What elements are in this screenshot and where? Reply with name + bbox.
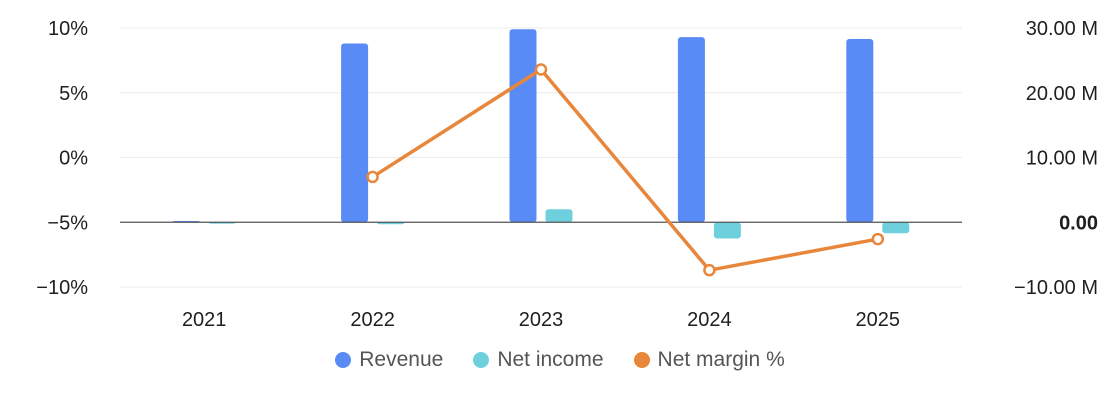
left-tick-label: 0% xyxy=(59,148,88,170)
x-tick-label-2025: 2025 xyxy=(856,309,901,331)
bar-net-income-2025[interactable] xyxy=(882,222,910,234)
bar-net-income-2024[interactable] xyxy=(713,222,741,239)
point-net-margin-2023[interactable] xyxy=(534,63,548,76)
right-axis: 30.00 M 20.00 M 10.00 M 0.00 −10.00 M xyxy=(1014,18,1098,299)
bar-revenue-2025[interactable] xyxy=(846,39,874,223)
net-margin-polyline xyxy=(371,67,879,272)
bar-net-income-2023[interactable] xyxy=(545,209,573,223)
point-net-margin-2022[interactable] xyxy=(366,170,379,184)
legend-item-net-income[interactable]: Net income xyxy=(473,348,604,372)
bar-revenue-2022[interactable] xyxy=(341,43,369,223)
combo-chart: 10% 5% 0% −5% −10% 30.00 M 20.00 M 10.00 M 0.00… xyxy=(36,18,1098,331)
left-tick-label: 10% xyxy=(48,18,88,40)
right-tick-label: 0.00 xyxy=(1059,212,1098,234)
legend-item-net-margin[interactable]: Net margin % xyxy=(633,348,785,372)
legend-item-revenue[interactable]: Revenue xyxy=(335,348,443,372)
x-tick-label-2024: 2024 xyxy=(687,309,732,331)
left-axis: 10% 5% 0% −5% −10% xyxy=(36,18,88,299)
left-tick-label: 5% xyxy=(59,83,88,105)
point-net-margin-2025[interactable] xyxy=(871,232,885,246)
legend: Revenue Net income Net margin % xyxy=(0,348,1120,372)
x-axis: 2021 2022 2023 2024 2025 xyxy=(182,309,900,331)
right-tick-label: 20.00 M xyxy=(1026,83,1098,105)
net-margin-line xyxy=(366,63,885,277)
legend-label-net-income: Net income xyxy=(497,348,604,371)
legend-label-revenue: Revenue xyxy=(359,348,444,371)
left-tick-label: −5% xyxy=(47,212,88,234)
x-tick-label-2021: 2021 xyxy=(182,309,227,331)
bar-revenue-2023[interactable] xyxy=(509,29,537,223)
point-net-margin-2024[interactable] xyxy=(703,263,716,277)
right-tick-label: 10.00 M xyxy=(1026,148,1098,170)
bar-series xyxy=(172,29,910,239)
x-tick-label-2022: 2022 xyxy=(350,309,395,331)
right-tick-label: 30.00 M xyxy=(1026,18,1098,40)
bar-revenue-2024[interactable] xyxy=(677,37,705,223)
legend-label-net-margin: Net margin % xyxy=(657,348,785,371)
x-tick-label-2023: 2023 xyxy=(519,309,564,331)
legend-swatch-revenue xyxy=(335,352,352,368)
left-tick-label: −10% xyxy=(36,277,88,299)
legend-swatch-net-margin xyxy=(633,352,650,368)
right-tick-label: −10.00 M xyxy=(1014,277,1098,299)
legend-swatch-net-income xyxy=(473,352,490,368)
